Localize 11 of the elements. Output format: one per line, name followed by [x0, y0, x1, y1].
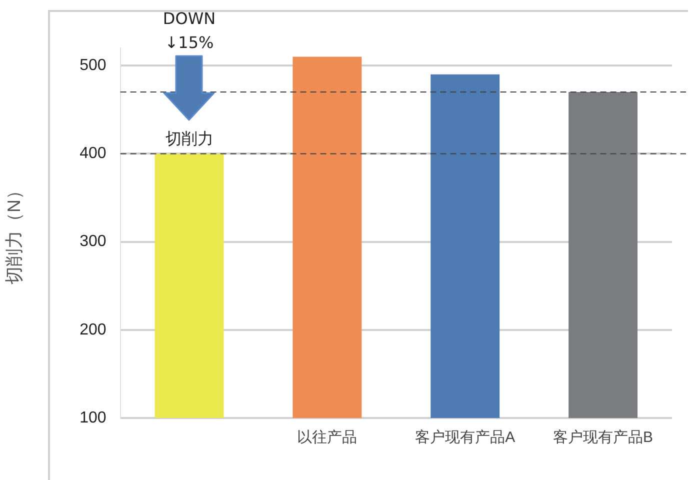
- y-tick-label: 500: [80, 57, 106, 74]
- y-tick-label: 400: [80, 145, 106, 162]
- y-tick-label: 100: [80, 409, 106, 426]
- y-tick-label: 200: [80, 321, 106, 338]
- x-tick-label: 客户现有产品A: [415, 429, 516, 446]
- annotation: 切削力: [165, 128, 214, 148]
- y-axis-title: 切削力（N）: [4, 182, 24, 284]
- y-tick-label: 300: [80, 233, 106, 250]
- x-tick-label: 以往产品: [297, 429, 358, 446]
- annotation: DOWN ↓15%: [162, 9, 216, 52]
- x-tick-label: 客户现有产品B: [553, 429, 654, 446]
